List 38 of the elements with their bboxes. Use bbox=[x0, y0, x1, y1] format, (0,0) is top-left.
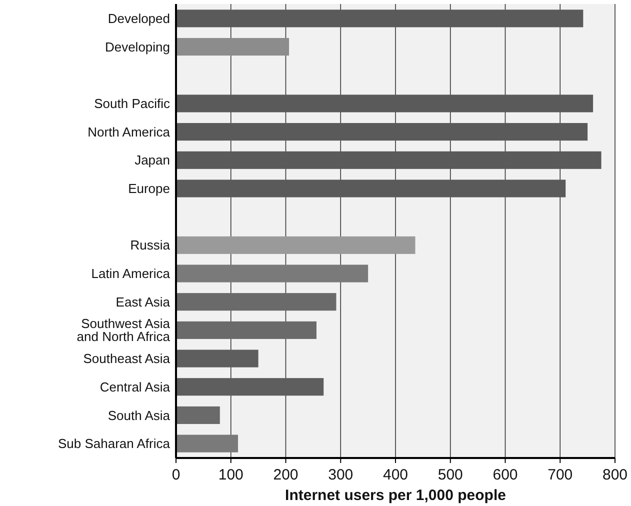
x-axis-title: Internet users per 1,000 people bbox=[285, 487, 506, 504]
y-tick-label: Developing bbox=[104, 39, 170, 54]
x-tick-label: 400 bbox=[382, 466, 408, 484]
bar bbox=[176, 38, 290, 56]
bar bbox=[176, 94, 594, 112]
bar bbox=[176, 293, 336, 311]
y-tick-label: Sub Saharan Africa bbox=[58, 436, 171, 452]
x-tick-label: 800 bbox=[602, 466, 628, 484]
y-tick-label: South Pacific bbox=[94, 96, 170, 112]
bar bbox=[176, 350, 258, 368]
x-tick-label: 600 bbox=[492, 466, 518, 484]
bar bbox=[176, 151, 602, 169]
bar bbox=[176, 378, 324, 396]
y-tick-label: South Asia bbox=[108, 408, 171, 423]
x-tick-label: 300 bbox=[328, 466, 354, 484]
y-tick-label: Russia bbox=[130, 238, 171, 253]
x-tick-label: 200 bbox=[273, 466, 298, 484]
y-tick-label: Japan bbox=[134, 152, 170, 168]
bar bbox=[176, 264, 368, 282]
bar bbox=[176, 10, 584, 28]
bar bbox=[176, 434, 238, 452]
bar bbox=[176, 236, 416, 254]
y-tick-label: East Asia bbox=[116, 294, 171, 310]
bar bbox=[176, 180, 566, 198]
y-tick-label: Southwest Asia and North Africa bbox=[76, 316, 171, 344]
y-tick-label: North America bbox=[88, 124, 171, 140]
bar bbox=[176, 406, 220, 424]
x-tick-label: 700 bbox=[548, 466, 573, 484]
y-tick-label: Developed bbox=[108, 11, 170, 26]
bar bbox=[176, 123, 588, 141]
x-tick-label: 500 bbox=[438, 466, 463, 484]
x-tick-label: 100 bbox=[218, 466, 244, 484]
y-tick-label: Europe bbox=[128, 181, 170, 196]
bar bbox=[176, 321, 316, 339]
y-tick-label: Latin America bbox=[91, 266, 171, 282]
y-tick-label: Central Asia bbox=[100, 379, 171, 394]
x-tick-label: 0 bbox=[172, 466, 180, 484]
y-tick-label: Southeast Asia bbox=[83, 351, 171, 366]
